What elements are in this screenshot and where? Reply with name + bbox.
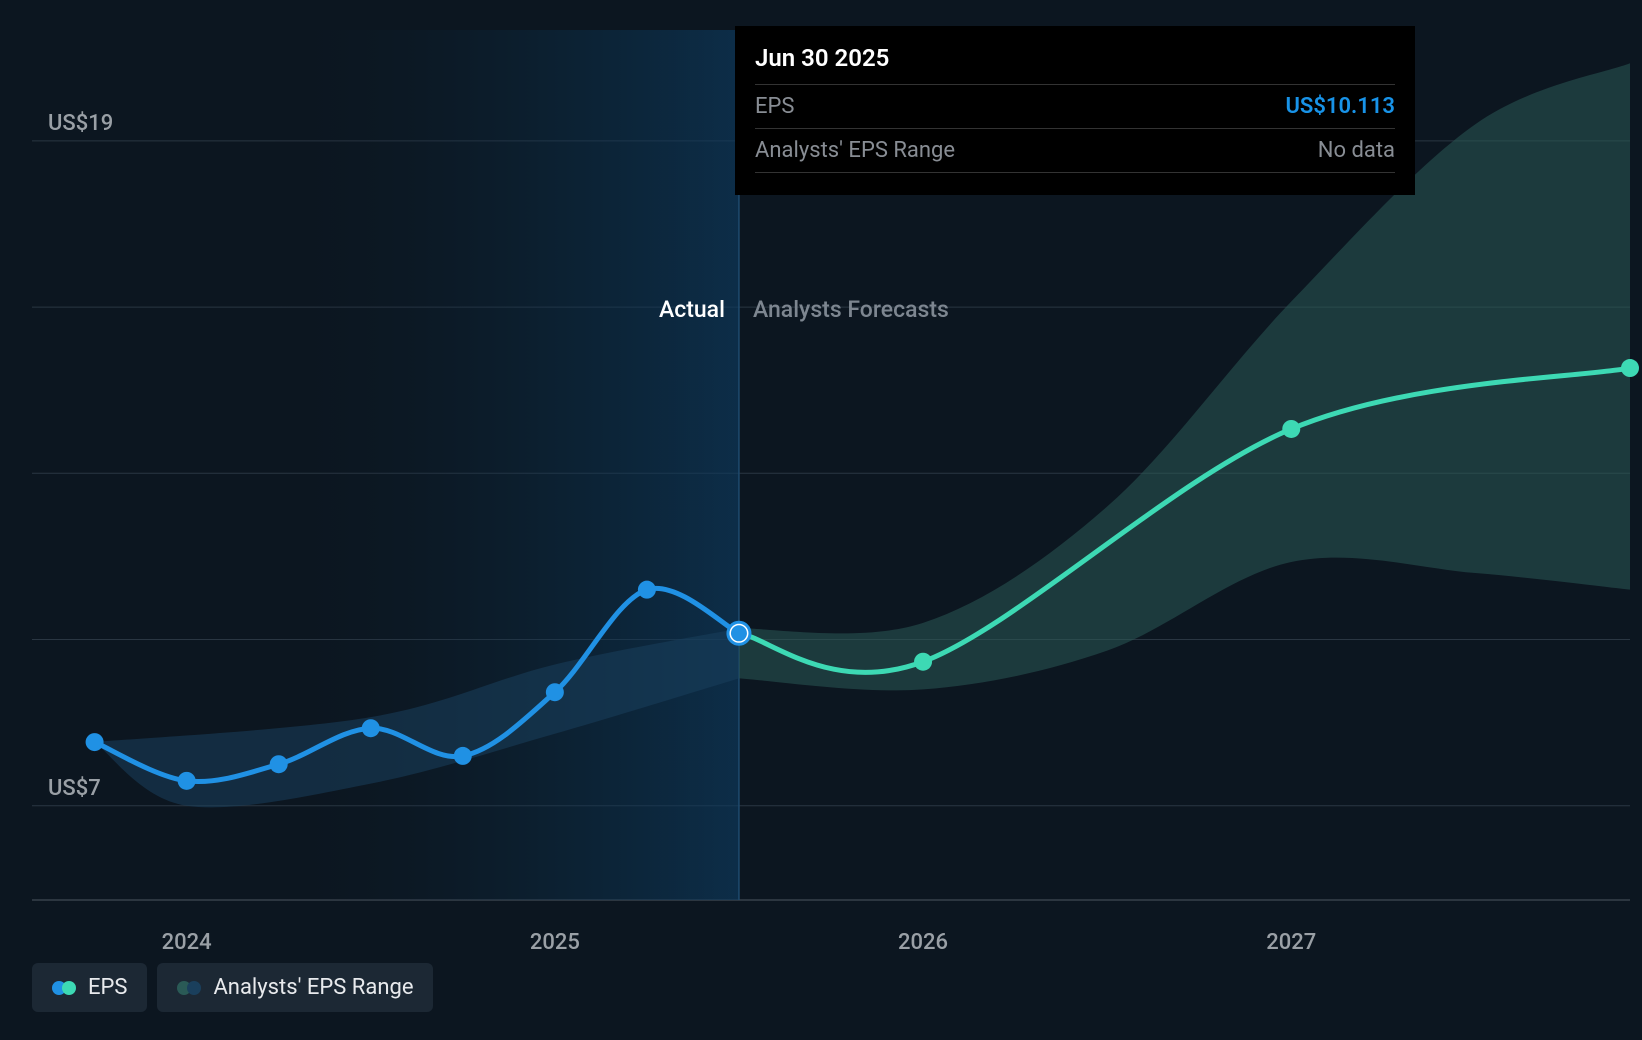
x-axis-label: 2025 <box>530 930 580 955</box>
tooltip-row-eps: EPS US$10.113 <box>755 84 1395 128</box>
legend-item[interactable]: EPS <box>32 963 147 1012</box>
x-axis-label: 2026 <box>898 930 948 955</box>
tooltip-date: Jun 30 2025 <box>755 44 1395 84</box>
tooltip-key: Analysts' EPS Range <box>755 138 955 163</box>
legend-item[interactable]: Analysts' EPS Range <box>157 963 433 1012</box>
region-label-forecast: Analysts Forecasts <box>753 296 949 323</box>
legend-dot <box>187 981 201 995</box>
chart-tooltip: Jun 30 2025 EPS US$10.113 Analysts' EPS … <box>735 26 1415 195</box>
tooltip-key: EPS <box>755 94 794 119</box>
y-axis-label: US$19 <box>48 111 113 136</box>
region-label-actual: Actual <box>659 296 725 323</box>
y-axis-label: US$7 <box>48 776 101 801</box>
tooltip-value: No data <box>1318 138 1395 163</box>
legend-dot <box>62 981 76 995</box>
tooltip-value: US$10.113 <box>1285 94 1395 119</box>
x-axis-label: 2024 <box>162 930 212 955</box>
legend-label: EPS <box>88 975 127 1000</box>
tooltip-row-range: Analysts' EPS Range No data <box>755 128 1395 172</box>
legend-label: Analysts' EPS Range <box>213 975 413 1000</box>
x-axis-label: 2027 <box>1266 930 1316 955</box>
chart-legend: EPS Analysts' EPS Range <box>32 963 433 1012</box>
eps-forecast-chart: US$19 US$7 2024 2025 2026 2027 Actual Analys… <box>0 0 1642 1040</box>
